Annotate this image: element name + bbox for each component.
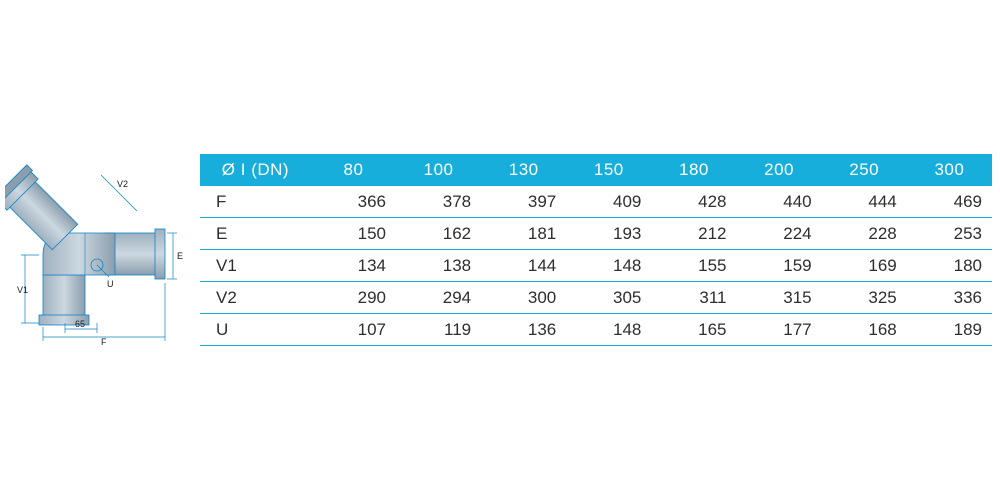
header-col: 100 (396, 154, 481, 186)
table-header: Ø I (DN) 80 100 130 150 180 200 250 300 (200, 154, 992, 186)
cell: 228 (822, 218, 907, 250)
cell: 169 (822, 250, 907, 282)
cell: 444 (822, 186, 907, 218)
cell: 336 (907, 282, 992, 314)
header-label: Ø I (DN) (200, 154, 311, 186)
cell: 409 (566, 186, 651, 218)
dim-label-f: F (101, 337, 107, 345)
cell: 397 (481, 186, 566, 218)
table-row: V2 290 294 300 305 311 315 325 336 (200, 282, 992, 314)
cell: 224 (737, 218, 822, 250)
header-col: 180 (651, 154, 736, 186)
elbow-pipe-drawing: V1 V2 E U F 65 (5, 155, 185, 345)
cell: 311 (651, 282, 736, 314)
cell: 253 (907, 218, 992, 250)
cell: 440 (737, 186, 822, 218)
table-row: F 366 378 397 409 428 440 444 469 (200, 186, 992, 218)
cell: 378 (396, 186, 481, 218)
technical-diagram: V1 V2 E U F 65 (5, 155, 185, 345)
dim-label-e: E (177, 251, 183, 261)
cell: 428 (651, 186, 736, 218)
dim-label-v1: V1 (17, 285, 28, 295)
header-col: 150 (566, 154, 651, 186)
cell: 294 (396, 282, 481, 314)
cell: 159 (737, 250, 822, 282)
cell: 168 (822, 314, 907, 346)
cell: 148 (566, 314, 651, 346)
header-col: 250 (822, 154, 907, 186)
header-col: 80 (311, 154, 396, 186)
cell: 107 (311, 314, 396, 346)
cell: 138 (396, 250, 481, 282)
cell: 325 (822, 282, 907, 314)
table-row: E 150 162 181 193 212 224 228 253 (200, 218, 992, 250)
cell: 189 (907, 314, 992, 346)
diagram-container: V1 V2 E U F 65 (0, 0, 190, 500)
cell: 162 (396, 218, 481, 250)
cell: 305 (566, 282, 651, 314)
cell: 155 (651, 250, 736, 282)
cell: 134 (311, 250, 396, 282)
cell: 165 (651, 314, 736, 346)
table-row: V1 134 138 144 148 155 159 169 180 (200, 250, 992, 282)
dimensions-table-container: Ø I (DN) 80 100 130 150 180 200 250 300 … (190, 154, 1000, 347)
cell: 300 (481, 282, 566, 314)
header-col: 300 (907, 154, 992, 186)
cell: 144 (481, 250, 566, 282)
header-col: 200 (737, 154, 822, 186)
dim-label-v2: V2 (117, 179, 128, 189)
table-row: U 107 119 136 148 165 177 168 189 (200, 314, 992, 346)
cell: 180 (907, 250, 992, 282)
cell: 150 (311, 218, 396, 250)
table-body: F 366 378 397 409 428 440 444 469 E 150 … (200, 186, 992, 346)
cell: 148 (566, 250, 651, 282)
row-label: E (200, 218, 311, 250)
dim-label-65: 65 (75, 319, 85, 329)
row-label: V2 (200, 282, 311, 314)
cell: 290 (311, 282, 396, 314)
cell: 181 (481, 218, 566, 250)
page-layout: V1 V2 E U F 65 Ø I (DN) 80 100 130 (0, 0, 1000, 500)
row-label: F (200, 186, 311, 218)
row-label: U (200, 314, 311, 346)
cell: 366 (311, 186, 396, 218)
cell: 177 (737, 314, 822, 346)
cell: 212 (651, 218, 736, 250)
row-label: V1 (200, 250, 311, 282)
header-col: 130 (481, 154, 566, 186)
dimensions-table: Ø I (DN) 80 100 130 150 180 200 250 300 … (200, 154, 992, 347)
cell: 119 (396, 314, 481, 346)
cell: 136 (481, 314, 566, 346)
dim-label-u: U (107, 279, 114, 289)
cell: 315 (737, 282, 822, 314)
cell: 193 (566, 218, 651, 250)
cell: 469 (907, 186, 992, 218)
